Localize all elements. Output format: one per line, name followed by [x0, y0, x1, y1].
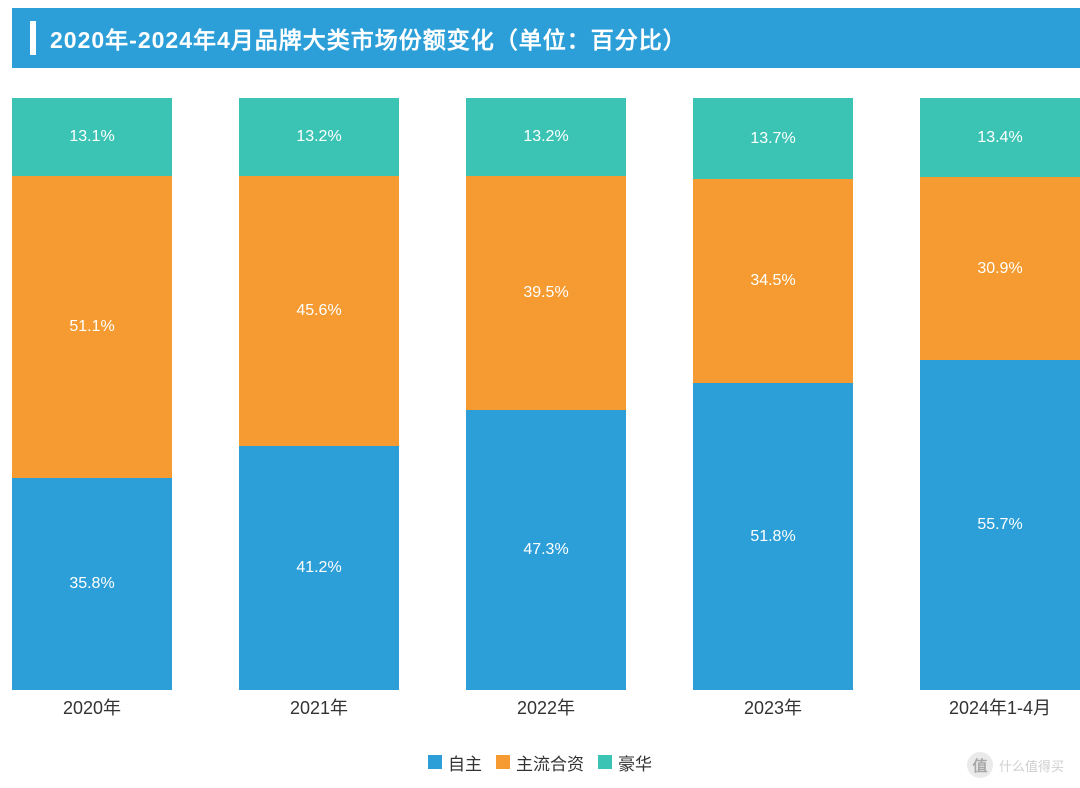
bar-segment-hezi: 39.5% — [466, 176, 626, 410]
x-axis-label: 2021年 — [239, 694, 399, 718]
x-axis-label: 2023年 — [693, 694, 853, 718]
legend-item-haohua: 豪华 — [598, 750, 652, 775]
stacked-bar: 47.3%39.5%13.2% — [466, 98, 626, 690]
x-axis-label: 2024年1-4月 — [920, 694, 1080, 718]
legend: 自主 主流合资 豪华 — [0, 750, 1080, 774]
bar-segment-zizhu: 51.8% — [693, 383, 853, 690]
stacked-bar: 35.8%51.1%13.1% — [12, 98, 172, 690]
bar-segment-haohua: 13.2% — [466, 98, 626, 176]
bar-column: 41.2%45.6%13.2% — [239, 98, 399, 690]
bar-segment-haohua: 13.4% — [920, 98, 1080, 177]
chart-container: { "chart": { "type": "stacked-bar-100", … — [0, 0, 1080, 788]
chart-title: 2020年-2024年4月品牌大类市场份额变化（单位：百分比） — [50, 21, 687, 55]
bar-column: 47.3%39.5%13.2% — [466, 98, 626, 690]
bar-segment-zizhu: 35.8% — [12, 478, 172, 690]
legend-item-hezi: 主流合资 — [496, 750, 584, 775]
bar-segment-hezi: 45.6% — [239, 176, 399, 446]
legend-label: 主流合资 — [516, 750, 584, 775]
bar-segment-haohua: 13.1% — [12, 98, 172, 176]
title-accent — [30, 21, 36, 55]
bar-segment-zizhu: 47.3% — [466, 410, 626, 690]
legend-label: 豪华 — [618, 750, 652, 775]
bar-segment-haohua: 13.7% — [693, 98, 853, 179]
bar-segment-haohua: 13.2% — [239, 98, 399, 176]
stacked-bar: 41.2%45.6%13.2% — [239, 98, 399, 690]
bar-segment-hezi: 30.9% — [920, 177, 1080, 360]
bars-row: 35.8%51.1%13.1%41.2%45.6%13.2%47.3%39.5%… — [12, 100, 1080, 690]
chart-title-bar: 2020年-2024年4月品牌大类市场份额变化（单位：百分比） — [12, 8, 1080, 68]
legend-swatch — [598, 755, 612, 769]
bar-column: 35.8%51.1%13.1% — [12, 98, 172, 690]
bar-segment-zizhu: 55.7% — [920, 360, 1080, 690]
legend-item-zizhu: 自主 — [428, 750, 482, 775]
stacked-bar: 55.7%30.9%13.4% — [920, 98, 1080, 690]
watermark-badge: 值 — [967, 752, 993, 778]
bar-column: 51.8%34.5%13.7% — [693, 98, 853, 690]
legend-label: 自主 — [448, 750, 482, 775]
bar-column: 55.7%30.9%13.4% — [920, 98, 1080, 690]
x-axis-label: 2020年 — [12, 694, 172, 718]
bar-segment-hezi: 34.5% — [693, 179, 853, 383]
bar-segment-zizhu: 41.2% — [239, 446, 399, 690]
watermark: 值 什么值得买 — [967, 752, 1064, 778]
stacked-bar: 51.8%34.5%13.7% — [693, 98, 853, 690]
x-axis-labels: 2020年 2021年 2022年 2023年 2024年1-4月 — [12, 694, 1080, 718]
plot-area: 35.8%51.1%13.1%41.2%45.6%13.2%47.3%39.5%… — [12, 100, 1080, 718]
legend-swatch — [428, 755, 442, 769]
watermark-text: 什么值得买 — [999, 756, 1064, 775]
bar-segment-hezi: 51.1% — [12, 176, 172, 479]
x-axis-label: 2022年 — [466, 694, 626, 718]
legend-swatch — [496, 755, 510, 769]
